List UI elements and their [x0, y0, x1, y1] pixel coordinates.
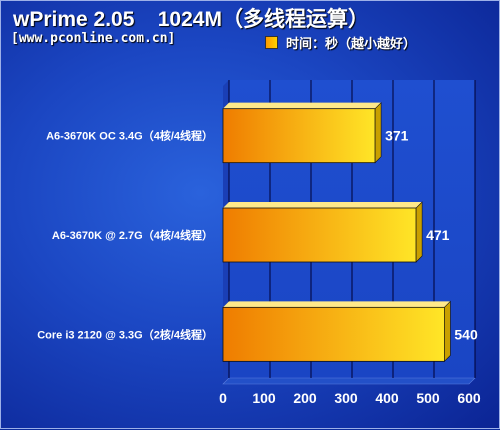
bar-side-face [444, 300, 451, 363]
category-label: A6-3670K @ 2.7G（4核/4线程） [52, 228, 213, 242]
category-label: A6-3670K OC 3.4G（4核/4线程） [46, 129, 213, 143]
bar-top-face [223, 102, 382, 109]
bar-top-face [223, 202, 423, 208]
plot-area: A6-3670K OC 3.4G（4核/4线程） 371 A6-3670K @ 2.… [37, 80, 481, 406]
x-tick-label: 200 [293, 390, 317, 406]
chart-title: wPrime 2.05 1024M（多线程运算） [13, 8, 369, 31]
bar [222, 108, 376, 164]
x-tick-label: 400 [375, 390, 399, 406]
legend: 时间：秒（越小越好） [265, 33, 416, 52]
bar [222, 207, 417, 263]
source-watermark: [www.pconline.com.cn] [11, 31, 176, 46]
x-tick-label: 600 [457, 390, 481, 406]
bar-top-face [223, 301, 451, 308]
x-tick-label: 500 [416, 390, 440, 406]
x-tick-label: 0 [219, 390, 227, 406]
legend-label: 时间：秒（越小越好） [286, 36, 417, 51]
x-tick-label: 100 [252, 390, 276, 406]
legend-swatch [265, 36, 278, 49]
data-label: 471 [426, 227, 450, 243]
plot-floor [222, 377, 476, 385]
category-label: Core i3 2120 @ 3.3G（2核/4线程） [37, 327, 213, 341]
data-label: 540 [454, 326, 478, 342]
bar [222, 306, 445, 362]
data-label: 371 [385, 128, 409, 144]
x-tick-label: 300 [334, 390, 358, 406]
bar-side-face [374, 101, 382, 164]
bar-side-face [415, 201, 423, 263]
